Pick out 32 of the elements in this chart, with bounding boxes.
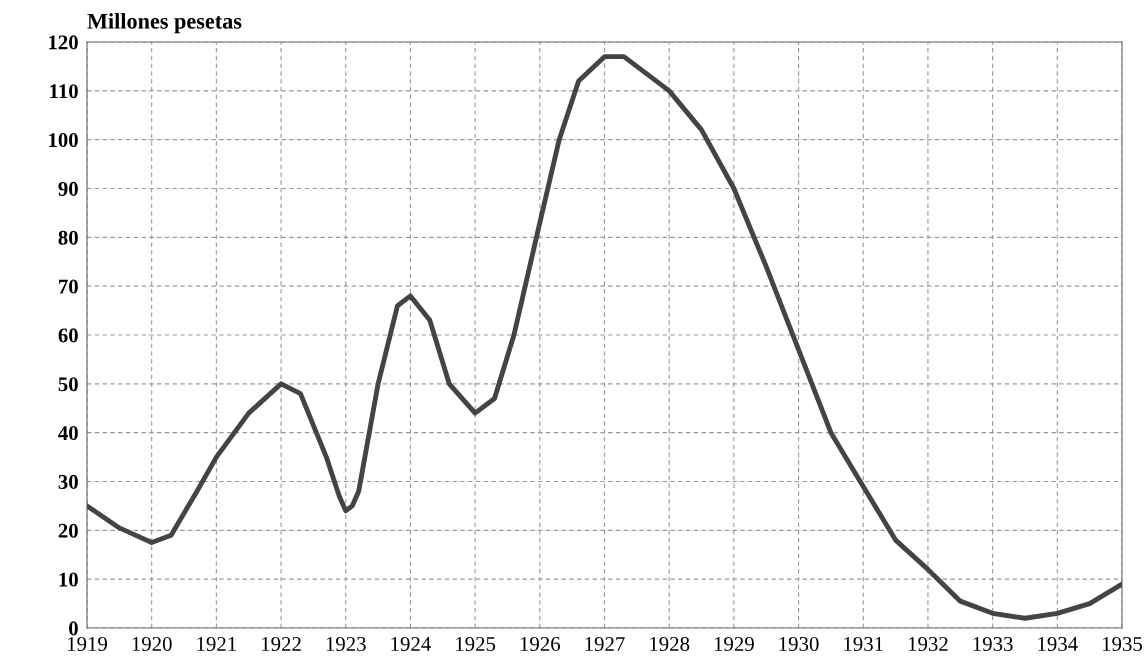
line-series — [87, 54, 1122, 621]
x-tick-label: 1935 — [1103, 636, 1143, 651]
x-tick-label: 1922 — [262, 636, 301, 651]
x-tick-label: 1931 — [844, 636, 883, 651]
x-tick-label: 1933 — [973, 636, 1013, 651]
y-tick-label: 50 — [58, 377, 78, 392]
y-tick-label: 40 — [58, 426, 78, 441]
y-tick-label: 30 — [58, 474, 78, 489]
x-tick-label: 1929 — [714, 636, 754, 651]
y-axis-title: Millones pesetas — [87, 13, 242, 34]
x-tick-label: 1921 — [197, 636, 236, 651]
x-tick-label: 1926 — [520, 636, 561, 651]
y-tick-label: 90 — [58, 181, 78, 196]
x-tick-label: 1932 — [908, 636, 948, 651]
x-tick-label: 1923 — [326, 636, 366, 651]
x-tick-label: 1920 — [132, 636, 172, 651]
y-tick-label: 0 — [69, 621, 78, 636]
x-tick-label: 1919 — [68, 636, 107, 651]
x-tick-label: 1925 — [456, 636, 496, 651]
x-tick-label: 1924 — [391, 636, 431, 651]
y-tick-label: 120 — [49, 35, 78, 50]
y-tick-label: 110 — [50, 84, 78, 99]
y-tick-label: 100 — [49, 133, 78, 148]
y-tick-label: 70 — [59, 279, 78, 294]
x-tick-label: 1934 — [1038, 636, 1078, 651]
y-tick-label: 60 — [58, 328, 78, 343]
x-tick-label: 1928 — [650, 636, 690, 651]
y-tick-label: 80 — [58, 230, 78, 245]
x-tick-label: 1927 — [585, 636, 625, 651]
x-tick-label: 1930 — [779, 636, 819, 651]
y-tick-label: 20 — [58, 523, 78, 538]
y-tick-label: 10 — [59, 572, 78, 587]
